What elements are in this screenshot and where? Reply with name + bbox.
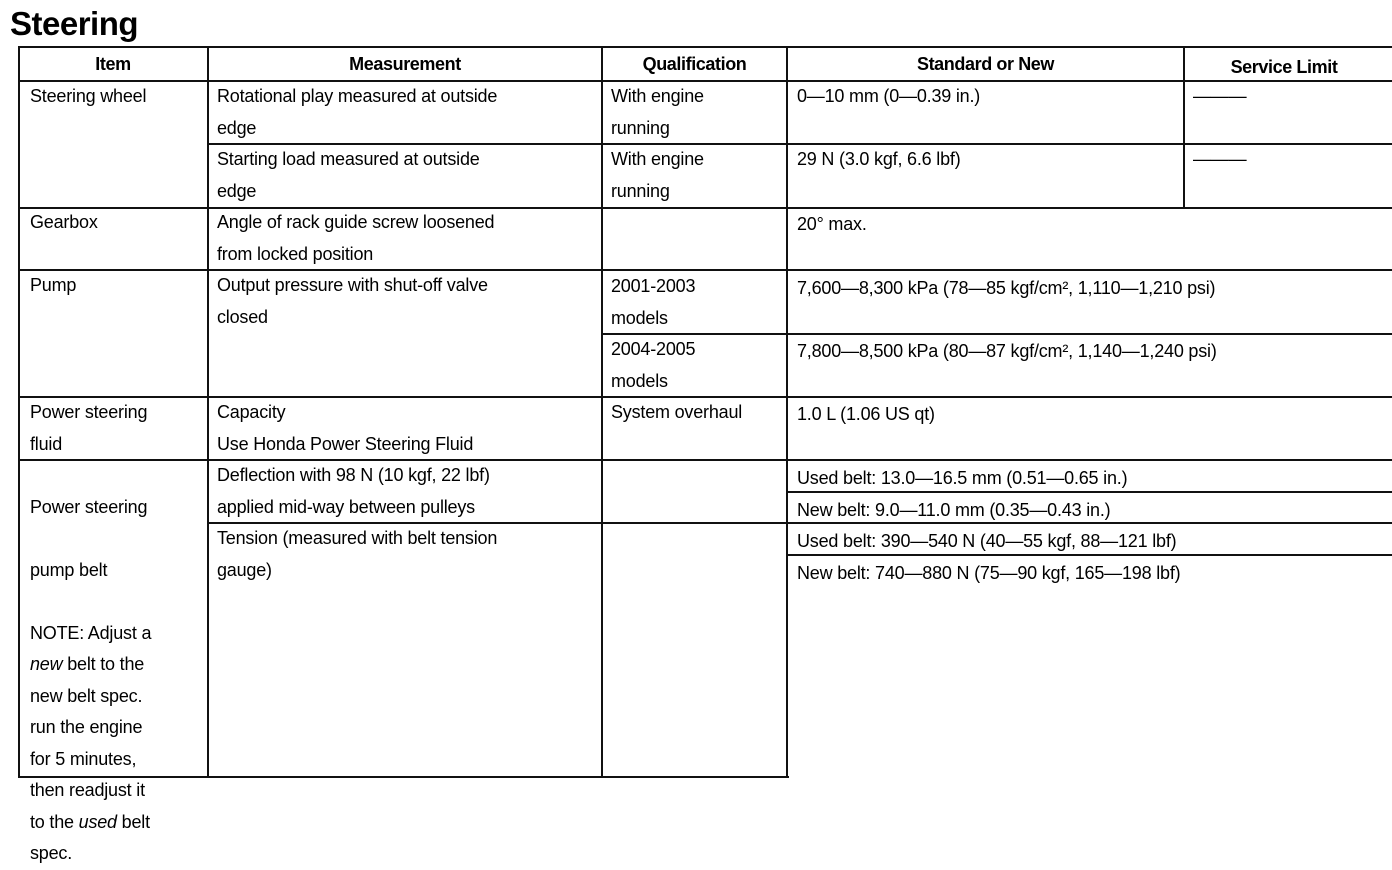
- table-rule: [787, 554, 1392, 556]
- cell-service-limit: ———: [1193, 149, 1247, 169]
- cell-standard: 1.0 L (1.06 US qt): [797, 404, 935, 424]
- cell-standard: 20° max.: [797, 214, 867, 234]
- table-rule: [18, 459, 1392, 461]
- note-text: belt to the: [62, 654, 145, 674]
- cell-item: Steering wheel: [30, 86, 147, 106]
- item-line: pump belt: [30, 559, 108, 580]
- cell-standard: 29 N (3.0 kgf, 6.6 lbf): [797, 149, 961, 169]
- cell-measurement: Output pressure with shut-off valve clos…: [217, 275, 488, 327]
- cell-standard: 0—10 mm (0—0.39 in.): [797, 86, 981, 106]
- note-text: new belt spec. run the engine for 5 minu…: [30, 685, 145, 832]
- cell-standard: 7,800—8,500 kPa (80—87 kgf/cm², 1,140—1,…: [797, 341, 1217, 361]
- cell-measurement: Angle of rack guide screw loosened from …: [217, 212, 495, 264]
- cell-measurement: Starting load measured at outside edge: [217, 149, 480, 201]
- table-rule: [207, 46, 209, 778]
- cell-qualification: With engine running: [611, 149, 704, 201]
- cell-standard: 7,600—8,300 kPa (78—85 kgf/cm², 1,110—1,…: [797, 278, 1216, 298]
- table-rule: [18, 80, 1392, 82]
- note-italic: new: [30, 654, 63, 674]
- cell-measurement: Tension (measured with belt tension gaug…: [217, 528, 498, 580]
- cell-qualification: With engine running: [611, 86, 704, 138]
- cell-measurement: Rotational play measured at outside edge: [217, 86, 498, 138]
- header-item: Item: [95, 54, 131, 74]
- cell-item: Power steering fluid: [30, 402, 148, 454]
- cell-standard: New belt: 9.0—11.0 mm (0.35—0.43 in.): [797, 500, 1111, 520]
- table-rule: [787, 491, 1392, 493]
- note-italic: used: [78, 811, 117, 832]
- cell-qualification: 2004-2005 models: [611, 339, 696, 391]
- table-rule: [786, 46, 788, 778]
- header-measurement: Measurement: [349, 54, 461, 74]
- cell-item: Pump: [30, 275, 77, 295]
- table-rule: [601, 46, 603, 778]
- cell-item: Gearbox: [30, 212, 98, 232]
- table-rule: [18, 776, 789, 778]
- cell-item-belt: Power steering pump belt NOTE: Adjust a n…: [30, 460, 151, 870]
- table-rule: [18, 396, 1392, 398]
- cell-qualification: 2001-2003 models: [611, 276, 696, 328]
- table-rule: [18, 207, 1392, 209]
- cell-standard: Used belt: 13.0—16.5 mm (0.51—0.65 in.): [797, 468, 1128, 488]
- table-rule: [1183, 46, 1185, 209]
- table-rule: [18, 46, 1392, 48]
- header-standard: Standard or New: [916, 54, 1055, 74]
- cell-standard: New belt: 740—880 N (75—90 kgf, 165—198 …: [797, 563, 1181, 583]
- item-line: NOTE: Adjust a: [30, 622, 152, 643]
- cell-qualification: System overhaul: [611, 402, 743, 422]
- cell-measurement: Capacity Use Honda Power Steering Fluid: [217, 402, 474, 454]
- table-rule: [208, 522, 1392, 524]
- cell-standard: Used belt: 390—540 N (40—55 kgf, 88—121 …: [797, 531, 1177, 551]
- cell-measurement: Deflection with 98 N (10 kgf, 22 lbf) ap…: [217, 465, 490, 517]
- table-rule: [602, 333, 1392, 335]
- item-line: Power steering: [30, 496, 148, 517]
- header-qualification: Qualification: [642, 54, 747, 74]
- cell-service-limit: ———: [1193, 86, 1247, 106]
- page-title: Steering: [10, 5, 139, 42]
- table-rule: [18, 46, 20, 778]
- header-service-limit: Service Limit: [1230, 57, 1338, 77]
- table-rule: [18, 269, 1392, 271]
- table-rule: [208, 143, 1392, 145]
